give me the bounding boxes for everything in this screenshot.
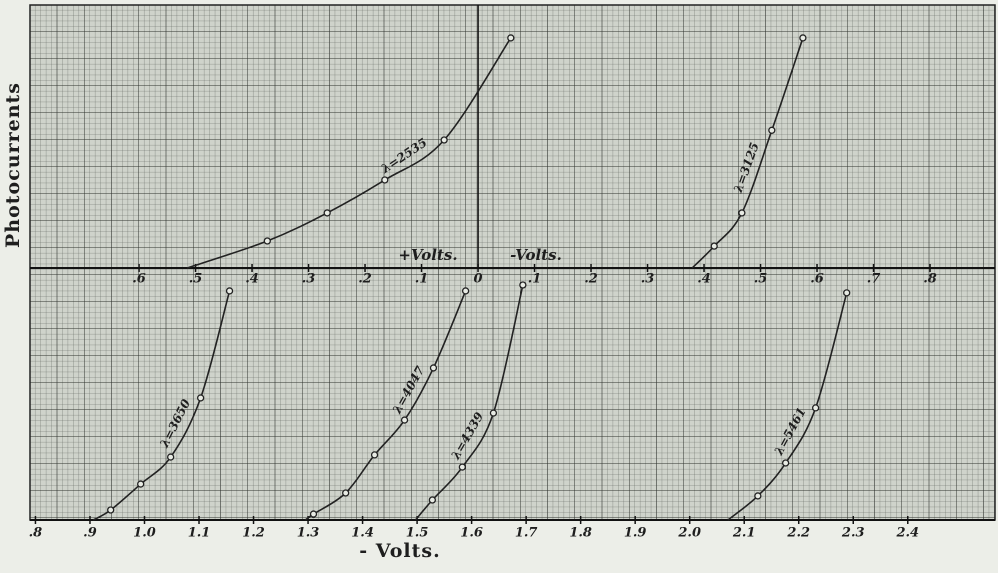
x-tick-label: 1.7 <box>515 526 538 541</box>
x-tick-label: .9 <box>83 526 97 541</box>
point <box>440 136 448 144</box>
x-tick-label: 1.8 <box>569 526 592 541</box>
curve <box>691 37 804 269</box>
point <box>309 510 318 518</box>
x-tick-label: .4 <box>697 272 711 287</box>
y-axis-label: Photocurrents <box>2 82 24 248</box>
point <box>754 492 762 500</box>
point <box>429 364 438 372</box>
point <box>196 394 205 402</box>
x-tick-label: .2 <box>358 272 372 287</box>
point <box>738 209 746 217</box>
point <box>137 480 145 488</box>
x-tick-label: 2.1 <box>732 526 756 541</box>
point <box>107 506 115 514</box>
annotation: -Volts. <box>510 246 562 264</box>
x-axis-label: - Volts. <box>359 540 440 562</box>
x-tick-label: 1.6 <box>460 526 483 541</box>
x-tick-label: .7 <box>867 272 881 287</box>
x-tick-label: .3 <box>302 272 316 287</box>
x-tick-label: 1.1 <box>188 526 211 541</box>
point <box>710 242 718 250</box>
x-tick-label: .8 <box>923 272 937 287</box>
x-tick-label: 1.0 <box>133 526 156 541</box>
point <box>811 404 820 412</box>
point <box>342 489 350 497</box>
point <box>225 287 234 295</box>
point <box>381 176 389 184</box>
x-tick-label: .5 <box>754 272 768 287</box>
x-tick-label: 1.9 <box>624 526 647 541</box>
x-tick-label: .8 <box>29 526 43 541</box>
annotation: +Volts. <box>398 246 457 264</box>
point <box>323 209 331 217</box>
x-tick-label: .5 <box>189 272 203 287</box>
x-tick-label: .6 <box>810 272 824 287</box>
x-tick-label: 2.0 <box>677 526 701 541</box>
x-tick-label: .2 <box>584 272 598 287</box>
point <box>400 416 409 424</box>
x-tick-label: 2.3 <box>841 526 865 541</box>
x-tick-label: .1 <box>415 272 429 287</box>
point <box>167 453 175 461</box>
point <box>507 34 515 42</box>
major-grid <box>30 5 995 520</box>
point <box>781 459 790 467</box>
x-tick-label: 1.4 <box>351 526 374 541</box>
curve <box>414 284 524 521</box>
x-tick-label: 2.2 <box>786 526 810 541</box>
point <box>370 451 379 459</box>
point <box>519 281 527 289</box>
x-tick-label: 1.2 <box>242 526 265 541</box>
x-tick-label: 1.3 <box>297 526 320 541</box>
point <box>458 463 466 471</box>
point <box>461 287 470 295</box>
x-tick-label: 2.4 <box>895 526 919 541</box>
point <box>768 126 776 134</box>
x-tick-label: .6 <box>132 272 146 287</box>
point <box>489 409 498 417</box>
point <box>799 34 807 42</box>
x-tick-label: .3 <box>641 272 655 287</box>
x-tick-label: .4 <box>245 272 259 287</box>
point <box>428 496 437 504</box>
x-tick-label: 0 <box>474 272 483 287</box>
curve <box>186 37 512 269</box>
x-tick-label: 1.5 <box>406 526 429 541</box>
point <box>843 289 851 297</box>
point <box>263 237 271 245</box>
x-tick-label: .1 <box>528 272 542 287</box>
